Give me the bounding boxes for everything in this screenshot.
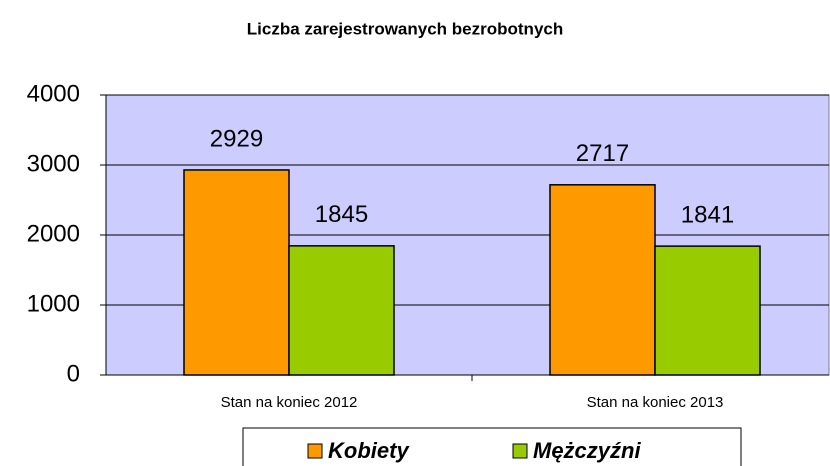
value-label: 2929: [210, 125, 263, 152]
y-tick-label: 3000: [27, 150, 80, 177]
y-tick-label: 1000: [27, 290, 80, 317]
value-label: 1841: [681, 201, 734, 228]
y-tick-label: 4000: [27, 80, 80, 107]
x-tick-label: Stan na koniec 2012: [221, 394, 358, 411]
bar: [288, 245, 395, 376]
value-label: 1845: [315, 201, 368, 228]
chart-title: Liczba zarejestrowanych bezrobotnych: [247, 19, 563, 38]
bar: [183, 169, 290, 376]
y-tick-label: 0: [67, 360, 80, 387]
x-tick-label: Stan na koniec 2013: [587, 394, 724, 411]
legend-swatch: [307, 443, 323, 459]
legend-swatch: [512, 443, 528, 459]
y-tick-label: 2000: [27, 220, 80, 247]
bar: [654, 245, 761, 376]
legend-label: Mężczyźni: [533, 438, 641, 463]
value-label: 2717: [576, 140, 629, 167]
legend-box: [242, 427, 742, 466]
legend-label: Kobiety: [328, 438, 410, 463]
bar: [549, 184, 656, 376]
